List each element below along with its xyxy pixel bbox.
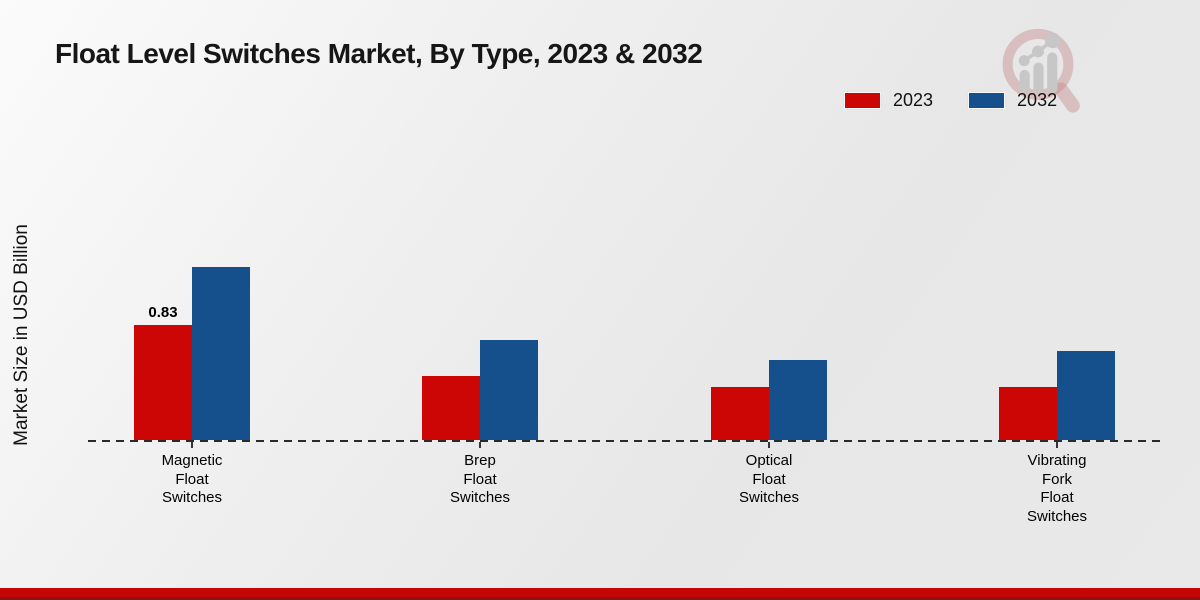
y-axis-label-container: Market Size in USD Billion [0,150,44,520]
bar-2023 [422,376,480,440]
legend-item-2032: 2032 [968,90,1058,111]
legend-item-2023: 2023 [844,90,934,111]
y-axis-label: Market Size in USD Billion [11,224,32,446]
category-label: Vibrating Fork Float Switches [1026,452,1088,525]
category-label: Optical Float Switches [738,452,800,506]
chart-title: Float Level Switches Market, By Type, 20… [55,38,703,69]
x-axis-tick [1056,442,1058,448]
magnifier-bar-chart-logo-icon [1002,28,1080,113]
bar-value-label: 0.83 [148,304,178,321]
bar-2032 [192,267,250,440]
legend-swatch-2023 [844,92,881,109]
category-label: Brep Float Switches [449,452,511,506]
bar-2032 [480,340,538,440]
bar-2023 [134,325,192,440]
legend: 2023 2032 [844,90,1058,111]
bar-2032 [769,360,827,440]
x-axis-baseline [88,440,1165,442]
footer-red-strip [0,588,1200,600]
legend-label-2023: 2023 [893,90,934,110]
legend-swatch-2032 [968,92,1006,109]
category-label: Magnetic Float Switches [161,452,223,506]
bar-2023 [999,387,1057,440]
bar-2032 [1057,351,1115,440]
x-axis-tick [768,442,770,448]
x-axis-tick [191,442,193,448]
legend-label-2032: 2032 [1017,90,1058,110]
x-axis-tick [479,442,481,448]
bar-2023 [711,387,769,440]
